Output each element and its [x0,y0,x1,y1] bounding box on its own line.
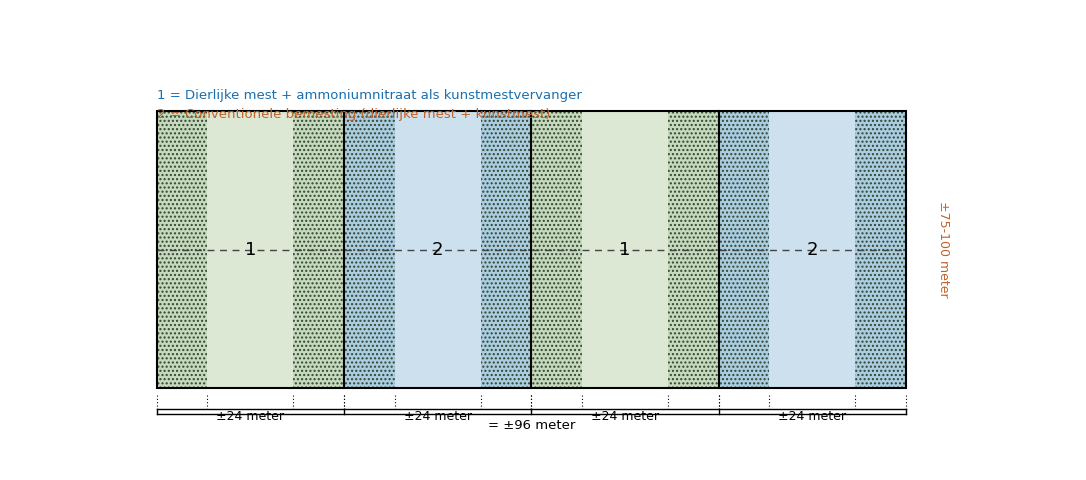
Bar [531,111,719,388]
Bar [719,111,906,388]
Bar [156,111,906,388]
Bar [156,111,344,388]
Text: ±75-100 meter: ±75-100 meter [937,202,950,298]
Bar [344,111,394,388]
Text: ±24 meter: ±24 meter [591,410,659,423]
Bar [344,111,394,388]
Bar [156,111,207,388]
Bar [668,111,719,388]
Text: 2 = Conventionele bemesting (dierlijke mest + kunstmest): 2 = Conventionele bemesting (dierlijke m… [156,108,551,121]
Bar [856,111,906,388]
Text: ±24 meter: ±24 meter [779,410,846,423]
Bar [293,111,344,388]
Bar [668,111,719,388]
Text: 1: 1 [619,241,631,259]
Text: 1: 1 [244,241,256,259]
Bar [719,111,769,388]
Text: 1 = Dierlijke mest + ammoniumnitraat als kunstmestvervanger: 1 = Dierlijke mest + ammoniumnitraat als… [156,89,582,102]
Text: 2: 2 [432,241,443,259]
Text: ±24 meter: ±24 meter [216,410,285,423]
Bar [156,111,207,388]
Text: 2: 2 [807,241,818,259]
Bar [481,111,531,388]
Bar [531,111,582,388]
Bar [856,111,906,388]
Bar [293,111,344,388]
Bar [344,111,531,388]
Text: ±24 meter: ±24 meter [404,410,471,423]
Bar [481,111,531,388]
Bar [719,111,769,388]
Bar [531,111,582,388]
Text: = ±96 meter: = ±96 meter [488,419,574,432]
